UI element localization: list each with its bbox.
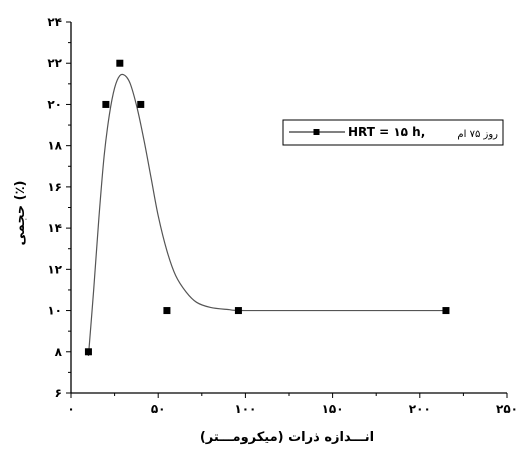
legend-label-prefix: روز ۷۵ ام — [457, 129, 498, 140]
legend-label-main: HRT = ۱۵ h, — [348, 125, 425, 139]
x-tick-label: ٢٠٠ — [409, 402, 431, 416]
y-tick-label: ٨ — [55, 345, 63, 359]
data-point — [163, 307, 171, 315]
x-tick-label: ١٠٠ — [234, 402, 256, 416]
fit-curve — [87, 73, 446, 356]
x-tick-label: ٠ — [67, 402, 74, 416]
data-points — [84, 59, 450, 356]
legend: HRT = ۱۵ h, روز ۷۵ ام — [282, 119, 504, 146]
y-tick-label: ١۶ — [47, 180, 62, 194]
y-tick-label: ۶ — [55, 386, 62, 400]
x-tick-label: ۵٠ — [151, 402, 166, 416]
y-tick-label: ١٢ — [47, 262, 62, 276]
ticks: ٠ ۵٠ ١٠٠ ١۵٠ ٢٠٠ ٢۵٠ ۶ ٨ ١٠ ١٢ ١۴ ١۶ ١٨ ٢٠ ٢٢ ٢۴ — [47, 15, 518, 416]
y-tick-label: ١٠ — [47, 304, 62, 318]
axes — [70, 22, 507, 394]
y-tick-label: ١٨ — [47, 139, 62, 153]
data-point — [102, 100, 110, 108]
y-tick-label: ٢۴ — [47, 15, 62, 29]
data-point — [137, 100, 145, 108]
x-axis-title: انـــدازه ذرات (میکرومـــتر) — [200, 430, 374, 445]
data-point — [234, 307, 242, 315]
fit-curve-line — [87, 73, 446, 356]
data-point — [84, 348, 92, 356]
x-tick-label: ١۵٠ — [322, 402, 344, 416]
data-point — [116, 59, 124, 67]
y-tick-label: ١۴ — [47, 221, 62, 235]
data-point — [442, 307, 450, 315]
y-axis-title: حجمی (٪) — [13, 181, 28, 246]
x-tick-label: ٢۵٠ — [496, 402, 518, 416]
y-tick-label: ٢٢ — [47, 56, 62, 70]
legend-marker — [313, 129, 320, 135]
y-tick-label: ٢٠ — [47, 97, 62, 111]
